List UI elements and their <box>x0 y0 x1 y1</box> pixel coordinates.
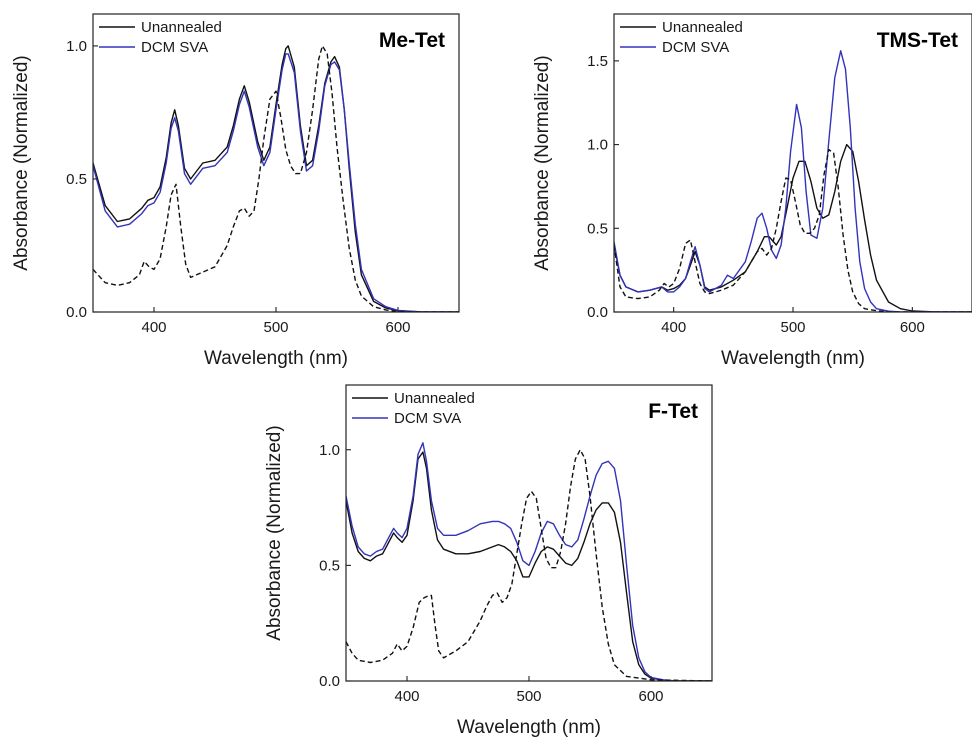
me-tet-series-unannealed <box>93 45 459 312</box>
tms-tet-series-dashed-reference <box>614 148 972 312</box>
tms-tet-y-axis-title: Absorbance (Normalized) <box>532 55 553 270</box>
f-tet-y-axis-title: Absorbance (Normalized) <box>264 425 285 640</box>
me-tet-legend: Unannealed DCM SVA <box>99 19 222 56</box>
tms-tet-y-tick-label: 0.5 <box>587 220 608 237</box>
f-tet-legend-label: Unannealed <box>394 390 475 407</box>
tms-tet-x-axis-title: Wavelength (nm) <box>721 348 865 369</box>
me-tet-legend-label: DCM SVA <box>141 39 208 56</box>
f-tet-chart: 400 500 600 0.0 0.5 1.0 Wavelength (nm) Absorba… <box>264 384 713 738</box>
tms-tet-y-tick-label: 1.0 <box>587 137 608 154</box>
me-tet-series-dashed-reference <box>93 45 459 312</box>
tms-tet-plot-frame <box>613 13 972 313</box>
tms-tet-x-tick-label: 500 <box>780 319 805 336</box>
me-tet-legend-label: Unannealed <box>141 19 222 36</box>
tms-tet-y-tick-label: 1.5 <box>587 53 608 70</box>
tms-tet-legend-label: DCM SVA <box>662 39 729 56</box>
f-tet-x-axis-title: Wavelength (nm) <box>457 717 601 738</box>
f-tet-x-tick-label: 600 <box>638 688 663 705</box>
tms-tet-chart: 400 500 600 0.0 0.5 1.0 1.5 Wavelength (nm) Abso… <box>532 13 972 369</box>
tms-tet-legend: Unannealed DCM SVA <box>620 19 743 56</box>
me-tet-chart: 400 500 600 0.0 0.5 1.0 Wavelength (nm) Absorba… <box>11 13 460 369</box>
me-tet-plot-frame <box>92 13 460 313</box>
tms-tet-y-tick-label: 0.0 <box>587 304 608 321</box>
f-tet-legend-label: DCM SVA <box>394 410 461 427</box>
f-tet-series-dcm-sva <box>346 442 712 681</box>
me-tet-y-tick-label: 0.5 <box>66 171 87 188</box>
me-tet-x-tick-label: 500 <box>263 319 288 336</box>
me-tet-x-tick-label: 400 <box>141 319 166 336</box>
f-tet-y-tick-label: 1.0 <box>319 442 340 459</box>
me-tet-series-dcm-sva <box>93 53 459 312</box>
tms-tet-panel-title: TMS-Tet <box>877 29 958 52</box>
f-tet-y-tick-label: 0.0 <box>319 673 340 690</box>
f-tet-x-tick-label: 400 <box>394 688 419 705</box>
f-tet-panel-title: F-Tet <box>648 400 698 423</box>
me-tet-x-axis-title: Wavelength (nm) <box>204 348 348 369</box>
f-tet-y-tick-label: 0.5 <box>319 557 340 574</box>
tms-tet-x-tick-label: 400 <box>661 319 686 336</box>
me-tet-y-axis-title: Absorbance (Normalized) <box>11 55 32 270</box>
tms-tet-legend-label: Unannealed <box>662 19 743 36</box>
tms-tet-series-dcm-sva <box>614 50 972 312</box>
tms-tet-x-tick-label: 600 <box>900 319 925 336</box>
me-tet-y-tick-label: 1.0 <box>66 38 87 55</box>
f-tet-legend: Unannealed DCM SVA <box>352 390 475 427</box>
tms-tet-series-unannealed <box>614 143 972 312</box>
me-tet-x-tick-label: 600 <box>385 319 410 336</box>
me-tet-y-tick-label: 0.0 <box>66 304 87 321</box>
f-tet-plot-frame <box>345 384 713 682</box>
f-tet-series-dashed-reference <box>346 449 712 681</box>
f-tet-series-unannealed <box>346 451 712 681</box>
me-tet-panel-title: Me-Tet <box>379 29 445 52</box>
f-tet-x-tick-label: 500 <box>516 688 541 705</box>
